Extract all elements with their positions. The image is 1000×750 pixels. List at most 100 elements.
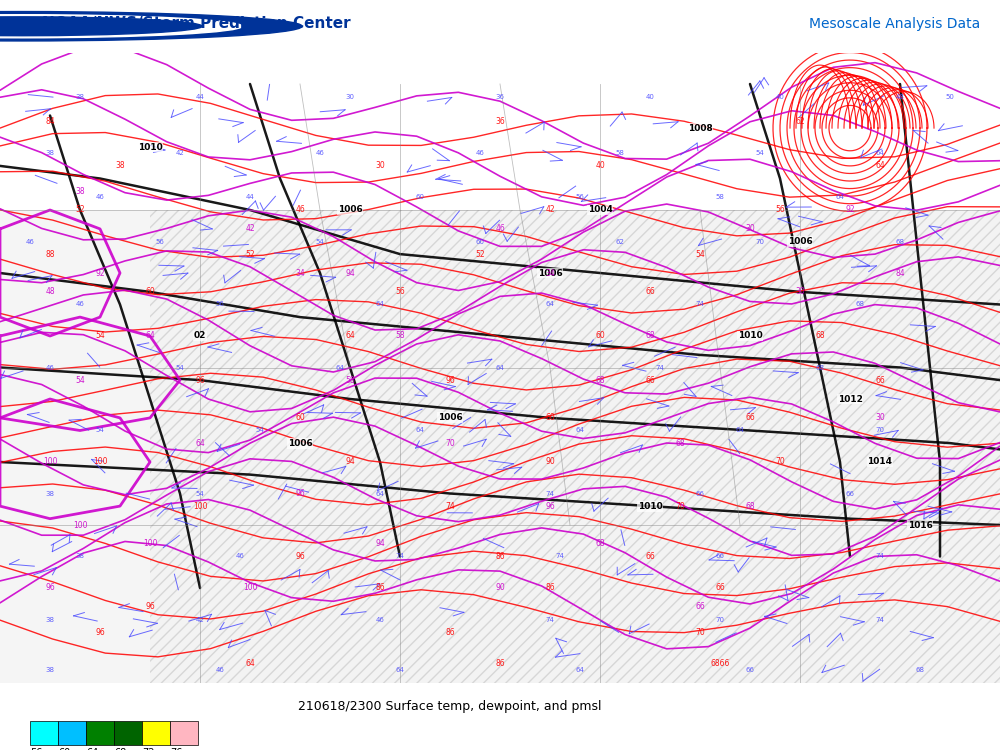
Text: 38: 38 [76,554,84,560]
Text: 60: 60 [145,287,155,296]
Text: 1006: 1006 [288,439,312,448]
Text: 100: 100 [43,458,57,466]
Text: 54: 54 [316,238,324,244]
Text: 74: 74 [445,502,455,511]
Text: 02: 02 [194,332,206,340]
Text: 100: 100 [73,520,87,530]
Text: 64: 64 [546,302,554,307]
Text: 1004: 1004 [588,206,612,214]
Text: 46: 46 [316,150,324,156]
Text: 1006: 1006 [538,268,562,278]
FancyBboxPatch shape [58,721,86,745]
Text: 54: 54 [95,332,105,340]
Text: 54: 54 [176,364,184,370]
Text: 70: 70 [695,628,705,637]
Text: 64: 64 [195,439,205,448]
Text: 94: 94 [345,458,355,466]
Text: 66: 66 [875,376,885,385]
Text: 38: 38 [46,667,54,673]
Text: 42: 42 [196,616,204,622]
Text: 68: 68 [916,667,924,673]
Polygon shape [150,210,1000,682]
Text: 96: 96 [295,489,305,498]
Text: 1006: 1006 [438,413,462,422]
Text: 60: 60 [545,413,555,422]
Text: 74: 74 [556,554,564,560]
Text: 1008: 1008 [688,124,712,133]
Text: 56: 56 [775,206,785,214]
Text: 64: 64 [376,302,384,307]
Text: 70: 70 [716,616,724,622]
Text: 74: 74 [656,364,664,370]
Text: 64: 64 [736,427,744,433]
Text: 68: 68 [595,376,605,385]
Text: 68: 68 [745,502,755,511]
Text: 30: 30 [875,413,885,422]
Text: 90: 90 [495,584,505,592]
Text: 66: 66 [695,602,705,611]
Circle shape [0,15,242,38]
Text: 1006: 1006 [788,237,812,246]
Text: 94: 94 [375,539,385,548]
Text: 6866: 6866 [710,659,730,668]
Text: 30: 30 [375,161,385,170]
Text: 100: 100 [193,502,207,511]
Text: 64: 64 [875,161,885,170]
Text: 66: 66 [746,667,755,673]
Text: 1010: 1010 [138,142,162,152]
Text: 64: 64 [245,659,255,668]
Text: 84: 84 [895,268,905,278]
Text: 46: 46 [495,224,505,233]
FancyBboxPatch shape [170,721,198,745]
Text: 64: 64 [376,490,384,496]
Text: NOAA/NWS/Storm Prediction Center: NOAA/NWS/Storm Prediction Center [42,16,351,31]
Text: 1006: 1006 [338,206,362,214]
Text: 38: 38 [46,150,54,156]
Text: 52: 52 [245,250,255,259]
Text: 40: 40 [646,94,654,100]
Text: 100: 100 [243,584,257,592]
Text: 76: 76 [170,748,182,750]
Text: 46: 46 [76,302,84,307]
Text: 58: 58 [616,150,624,156]
Polygon shape [0,210,150,682]
Text: 74: 74 [876,616,884,622]
Text: 50: 50 [946,94,954,100]
Text: Mesoscale Analysis Data: Mesoscale Analysis Data [809,16,980,31]
Text: 1010: 1010 [638,502,662,511]
Text: 64: 64 [836,194,844,200]
Text: 56: 56 [30,748,42,750]
Text: 56: 56 [395,287,405,296]
Text: 66: 66 [745,413,755,422]
Text: 46: 46 [96,194,104,200]
Text: 66: 66 [645,287,655,296]
Text: 70: 70 [876,427,885,433]
Text: 58: 58 [345,376,355,385]
Text: 72: 72 [142,748,155,750]
Text: 64: 64 [396,667,404,673]
Text: 30: 30 [346,94,354,100]
Circle shape [0,16,202,36]
Text: 66: 66 [645,552,655,561]
Text: 52: 52 [475,250,485,259]
Text: 54: 54 [695,250,705,259]
Text: 36: 36 [495,117,505,126]
Text: 92: 92 [95,268,105,278]
Text: 68: 68 [595,539,605,548]
Text: 38: 38 [46,616,54,622]
Text: 96: 96 [295,552,305,561]
Text: 96: 96 [195,376,205,385]
Text: 70: 70 [445,439,455,448]
Text: 86: 86 [545,584,555,592]
Text: 66: 66 [715,584,725,592]
Text: 1012: 1012 [838,394,862,404]
Text: 54: 54 [96,427,104,433]
Text: 44: 44 [196,94,204,100]
Text: 66: 66 [696,490,704,496]
Text: 94: 94 [345,268,355,278]
Text: 46: 46 [476,150,484,156]
Text: 52: 52 [75,206,85,214]
Text: 46: 46 [26,238,34,244]
Text: 56: 56 [216,302,224,307]
Text: 38: 38 [46,490,54,496]
